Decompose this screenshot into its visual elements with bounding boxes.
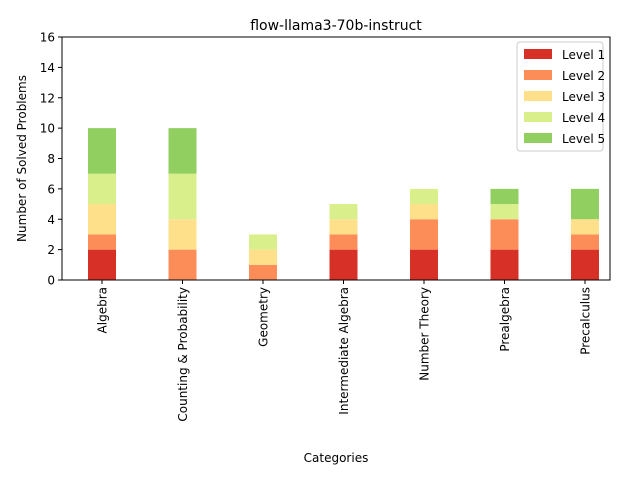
x-tick-label: Intermediate Algebra	[337, 287, 351, 415]
plot-frame	[61, 36, 611, 281]
bar-segment-3-5	[410, 204, 438, 220]
bar-segment-1-7	[571, 249, 599, 280]
bar-segment-4-2	[168, 173, 197, 220]
y-axis-label: Number of Solved Problems	[15, 75, 29, 242]
legend-swatch	[524, 112, 552, 122]
y-tick-label: 4	[47, 213, 55, 227]
legend-swatch	[524, 133, 552, 143]
bar-segment-4-1	[88, 173, 116, 205]
legend-label: Level 1	[562, 48, 605, 62]
bar-segment-3-4	[329, 219, 358, 235]
bar-segment-1-6	[490, 249, 519, 280]
bar-segment-2-5	[410, 219, 438, 250]
bar-segment-4-4	[329, 204, 358, 220]
bar-segment-3-7	[571, 219, 599, 235]
bar-segment-4-5	[410, 188, 438, 205]
bar-segment-2-6	[490, 219, 519, 250]
y-tick-label: 12	[40, 91, 55, 105]
legend-swatch	[524, 49, 552, 59]
bar-segment-1-5	[410, 249, 438, 280]
bar-segment-3-1	[88, 204, 116, 235]
legend-label: Level 5	[562, 132, 605, 146]
bar-segment-2-1	[88, 234, 116, 250]
y-tick-label: 10	[40, 122, 55, 136]
y-tick-label: 14	[40, 61, 55, 75]
y-tick-label: 8	[47, 152, 55, 166]
chart-title: flow-llama3-70b-instruct	[250, 18, 422, 34]
x-tick-label: Precalculus	[579, 287, 593, 355]
x-tick-label: Counting & Probability	[176, 287, 190, 422]
y-tick-label: 2	[47, 243, 55, 257]
y-tick-label: 16	[40, 31, 55, 45]
bar-segment-5-2	[168, 128, 197, 174]
bar-segment-2-7	[571, 234, 599, 250]
legend-label: Level 2	[562, 69, 605, 83]
bar-segment-4-3	[249, 234, 277, 250]
bar-segment-5-7	[571, 188, 599, 220]
x-tick-label: Geometry	[257, 287, 271, 347]
bar-segment-4-6	[490, 204, 519, 220]
x-axis-label: Categories	[304, 451, 369, 465]
bar-segment-2-2	[168, 249, 197, 280]
bar-segment-3-2	[168, 219, 197, 250]
x-tick-label: Prealgebra	[498, 287, 512, 352]
legend-box	[516, 41, 604, 152]
legend-swatch	[524, 91, 552, 101]
y-axis: 0 2 4 6 8 10 12 14 16	[40, 31, 62, 288]
x-tick-label: Algebra	[96, 287, 110, 333]
y-tick-label: 6	[47, 182, 55, 196]
legend-swatch	[524, 70, 552, 80]
y-tick-label: 0	[47, 274, 55, 288]
x-axis: Algebra Counting & Probability Geometry Int…	[96, 280, 593, 422]
bar-segment-5-6	[490, 188, 519, 205]
bar-segment-2-4	[329, 234, 358, 250]
bar-segment-1-1	[88, 249, 116, 280]
legend-label: Level 3	[562, 90, 605, 104]
x-tick-label: Number Theory	[418, 287, 432, 381]
bar-segment-2-3	[249, 264, 277, 280]
bar-segment-5-1	[88, 128, 116, 174]
legend: Level 1 Level 2 Level 3 Level 4 Level 5	[516, 41, 605, 152]
bar-segment-3-3	[249, 249, 277, 265]
bars-group	[88, 128, 599, 280]
legend-label: Level 4	[562, 111, 605, 125]
bar-segment-1-4	[329, 249, 358, 280]
